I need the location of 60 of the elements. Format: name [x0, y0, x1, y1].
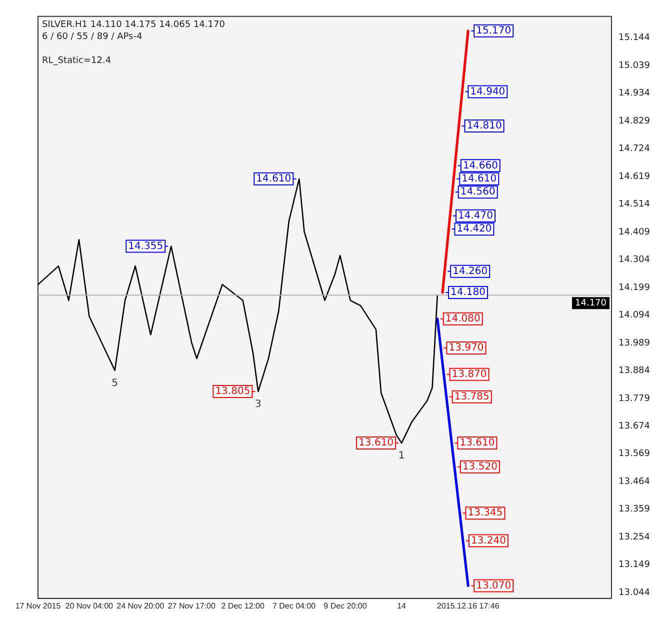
- y-tick-label: 14.094: [618, 310, 650, 321]
- annotation: RL_Static=12.4: [42, 56, 112, 66]
- text: 6 / 60 / 55 / 89 / APs-4: [42, 32, 142, 42]
- x-tick-label: 9 Dec 20:00: [324, 601, 368, 610]
- x-tick-label: 7 Dec 04:00: [272, 601, 316, 610]
- x-tick-label: 2 Dec 12:00: [221, 601, 265, 610]
- annotation: 14.810: [466, 120, 502, 132]
- annotation: 14.080: [445, 313, 480, 324]
- annotation: 14.940: [470, 86, 506, 98]
- chart-title: SILVER.H1 14.110 14.175 14.065 14.170: [42, 20, 226, 30]
- ref-line-label: 14.170: [575, 298, 607, 308]
- y-tick-label: 15.144: [618, 33, 650, 44]
- annotation: 5: [112, 378, 118, 389]
- y-tick-label: 13.359: [618, 504, 650, 515]
- annotation: 15.170: [476, 26, 512, 37]
- y-tick-label: 14.304: [618, 255, 650, 266]
- annotation: 14.560: [460, 186, 496, 198]
- x-tick-label: 27 Nov 17:00: [168, 601, 216, 610]
- y-tick-label: 13.779: [618, 394, 650, 404]
- y-tick-label: 13.884: [618, 366, 650, 376]
- annotation: 14.180: [450, 287, 486, 298]
- annotation: 14.610: [256, 173, 292, 184]
- annotation: 3: [255, 399, 262, 410]
- annotation: 1: [398, 450, 405, 462]
- annotation: 13.070: [476, 580, 512, 592]
- annotation: 13.610: [358, 438, 394, 449]
- y-tick-label: 13.149: [618, 560, 650, 570]
- annotation: 14.420: [456, 224, 492, 235]
- x-tick-label: 17 Nov 2015: [15, 601, 62, 610]
- y-tick-label: 14.724: [618, 144, 650, 154]
- annotation: 14.260: [452, 266, 488, 277]
- y-tick-label: 13.254: [618, 532, 650, 542]
- y-tick-label: 13.989: [618, 338, 650, 348]
- y-tick-label: 14.514: [618, 200, 650, 210]
- y-tick-label: 13.674: [618, 421, 650, 432]
- annotation: 14.660: [462, 160, 498, 172]
- y-tick-label: 14.829: [618, 116, 650, 126]
- annotation: 13.610: [460, 438, 495, 449]
- annotation: 13.870: [452, 368, 487, 380]
- annotation: 13.240: [470, 535, 506, 546]
- annotation: 14.610: [462, 173, 497, 184]
- annotation: 13.785: [454, 391, 490, 402]
- y-tick-label: 13.569: [618, 449, 650, 460]
- annotation: 14.470: [458, 210, 494, 222]
- y-tick-label: 15.039: [618, 60, 650, 71]
- x-tick-label: 24 Nov 20:00: [116, 601, 165, 610]
- annotation: 14.355: [128, 240, 164, 252]
- y-tick-label: 14.619: [618, 172, 650, 182]
- annotation: 13.345: [468, 508, 503, 519]
- x-tick-label: 20 Nov 04:00: [65, 601, 114, 610]
- y-tick-label: 14.409: [618, 227, 650, 238]
- annotation: 13.805: [215, 386, 250, 398]
- annotation: 13.970: [448, 342, 484, 354]
- x-tick-label: 2015.12.16 17:46: [436, 601, 500, 610]
- y-tick-label: 13.464: [618, 476, 650, 487]
- y-tick-label: 13.044: [618, 588, 650, 598]
- annotation: 13.520: [462, 461, 498, 472]
- x-tick-label: 14: [397, 601, 407, 610]
- y-tick-label: 14.934: [618, 88, 650, 99]
- y-tick-label: 14.199: [618, 282, 650, 293]
